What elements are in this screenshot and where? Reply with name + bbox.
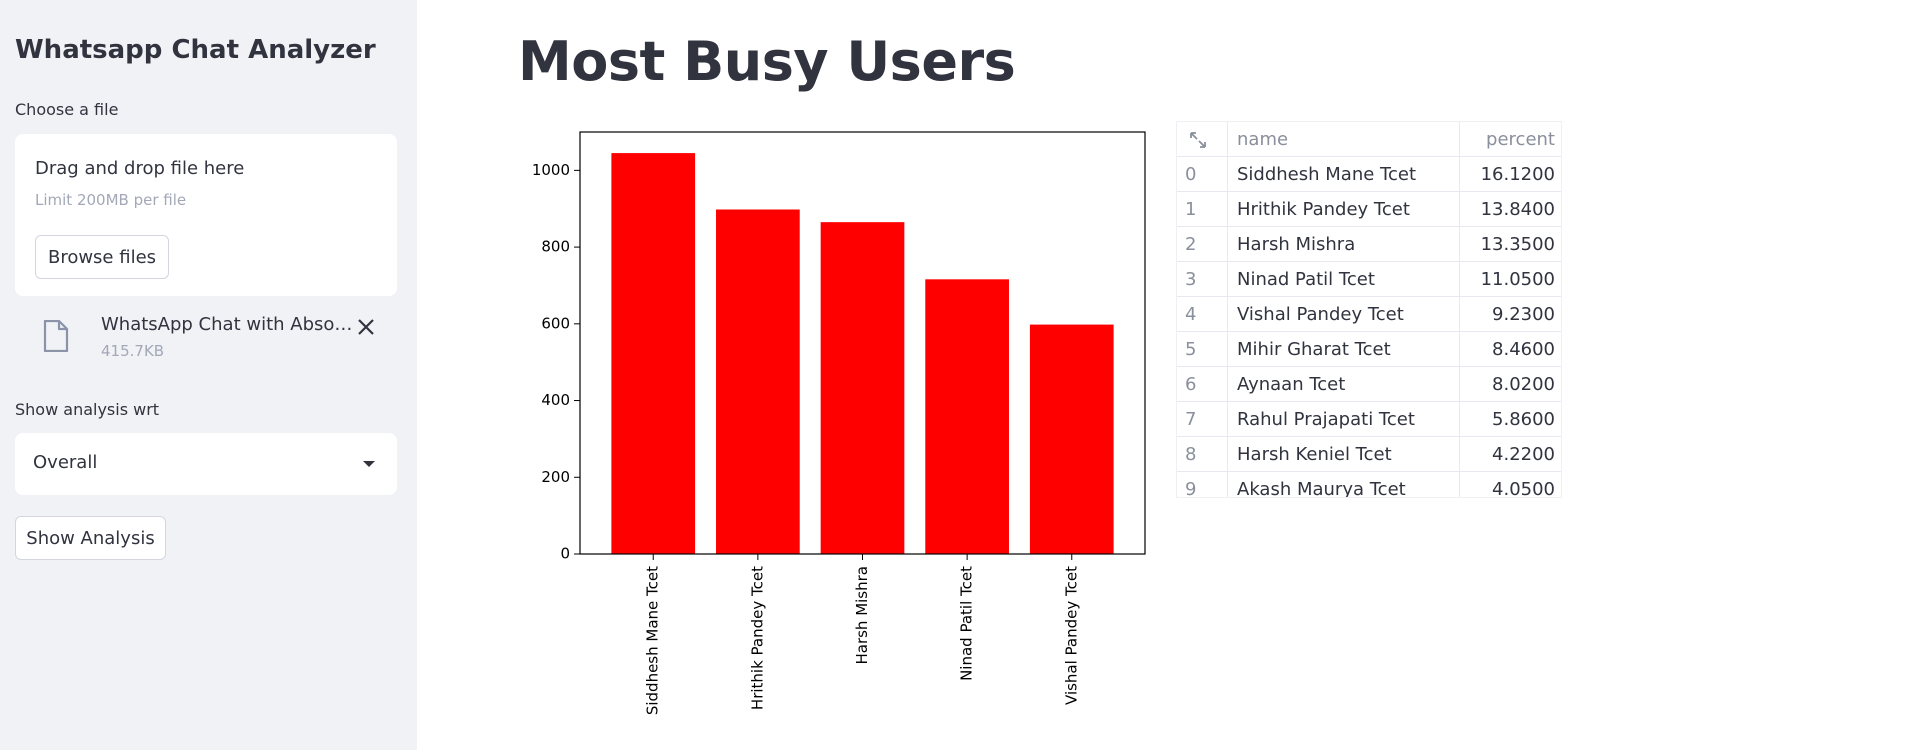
table-cell-percent: 4.0500 bbox=[1492, 479, 1555, 498]
table-header-percent[interactable]: percent bbox=[1486, 129, 1555, 150]
table-row[interactable]: 7 Rahul Prajapati Tcet 5.8600 bbox=[1177, 402, 1561, 437]
x-tick-label: Siddhesh Mane Tcet bbox=[644, 566, 662, 715]
y-tick-label: 1000 bbox=[532, 161, 570, 179]
table-cell-index: 1 bbox=[1177, 192, 1228, 227]
sidebar: Whatsapp Chat Analyzer Choose a file Dra… bbox=[0, 0, 417, 750]
expand-icon[interactable] bbox=[1189, 131, 1207, 149]
dropzone-limit: Limit 200MB per file bbox=[35, 191, 187, 209]
x-tick-label: Harsh Mishra bbox=[853, 566, 871, 665]
chart-bar bbox=[611, 153, 696, 554]
table-cell-index: 6 bbox=[1177, 367, 1228, 402]
table-cell-name: Vishal Pandey Tcet bbox=[1228, 297, 1460, 332]
table-cell-percent: 13.3500 bbox=[1480, 234, 1555, 255]
table-row[interactable]: 4 Vishal Pandey Tcet 9.2300 bbox=[1177, 297, 1561, 332]
table-cell-percent: 8.4600 bbox=[1492, 339, 1555, 360]
table-header-index bbox=[1177, 122, 1228, 157]
busy-users-bar-chart: 0 200 400 600 800 1000 Siddhesh Mane Tcet Hrit… bbox=[532, 131, 1146, 715]
table-row[interactable]: 1 Hrithik Pandey Tcet 13.8400 bbox=[1177, 192, 1561, 227]
table-cell-percent: 11.0500 bbox=[1480, 269, 1555, 290]
user-select-value: Overall bbox=[33, 452, 98, 473]
table-cell-name: Akash Maurya Tcet bbox=[1228, 472, 1460, 497]
y-tick-label: 200 bbox=[541, 468, 570, 486]
chart-frame bbox=[579, 131, 1146, 555]
x-tick-label: Vishal Pandey Tcet bbox=[1062, 566, 1080, 705]
table-row[interactable]: 8 Harsh Keniel Tcet 4.2200 bbox=[1177, 437, 1561, 472]
table-cell-index: 3 bbox=[1177, 262, 1228, 297]
table-cell-name: Rahul Prajapati Tcet bbox=[1228, 402, 1460, 437]
file-icon bbox=[43, 320, 69, 352]
table-cell-index: 7 bbox=[1177, 402, 1228, 437]
uploaded-file-size: 415.7KB bbox=[101, 342, 165, 360]
sidebar-title: Whatsapp Chat Analyzer bbox=[15, 35, 376, 65]
users-table[interactable]: name percent 0 Siddhesh Mane Tcet 16.1200 1… bbox=[1176, 121, 1562, 498]
table-header-name[interactable]: name bbox=[1228, 122, 1460, 157]
table-cell-percent: 8.0200 bbox=[1492, 374, 1555, 395]
uploaded-file: WhatsApp Chat with Absolute Tcet.txt 415… bbox=[15, 308, 397, 364]
table-cell-name: Siddhesh Mane Tcet bbox=[1228, 157, 1460, 192]
table-row[interactable]: 5 Mihir Gharat Tcet 8.4600 bbox=[1177, 332, 1561, 367]
chart-bar bbox=[1029, 324, 1114, 554]
table-row[interactable]: 9 Akash Maurya Tcet 4.0500 bbox=[1177, 472, 1561, 498]
user-select[interactable]: Overall bbox=[15, 433, 397, 495]
table-cell-name: Harsh Mishra bbox=[1228, 227, 1460, 262]
table-cell-index: 5 bbox=[1177, 332, 1228, 367]
y-tick-label: 0 bbox=[560, 545, 570, 563]
page-title: Most Busy Users bbox=[518, 30, 1016, 93]
chevron-down-icon bbox=[363, 461, 375, 467]
table-header: name percent bbox=[1177, 122, 1561, 157]
chart-bar bbox=[925, 279, 1009, 554]
chart-bar bbox=[716, 209, 800, 554]
dropzone-title: Drag and drop file here bbox=[35, 158, 245, 179]
browse-files-button[interactable]: Browse files bbox=[35, 235, 169, 279]
table-cell-name: Aynaan Tcet bbox=[1228, 367, 1460, 402]
y-tick-label: 400 bbox=[541, 391, 570, 409]
table-row[interactable]: 6 Aynaan Tcet 8.0200 bbox=[1177, 367, 1561, 402]
file-uploader-label: Choose a file bbox=[15, 100, 119, 119]
table-cell-percent: 16.1200 bbox=[1480, 164, 1555, 185]
table-cell-name: Mihir Gharat Tcet bbox=[1228, 332, 1460, 367]
table-cell-name: Hrithik Pandey Tcet bbox=[1228, 192, 1460, 227]
table-cell-name: Ninad Patil Tcet bbox=[1228, 262, 1460, 297]
chart-bar bbox=[820, 222, 905, 554]
table-cell-percent: 13.8400 bbox=[1480, 199, 1555, 220]
table-cell-percent: 9.2300 bbox=[1492, 304, 1555, 325]
table-cell-name: Harsh Keniel Tcet bbox=[1228, 437, 1460, 472]
show-analysis-button[interactable]: Show Analysis bbox=[15, 516, 166, 560]
table-row[interactable]: 2 Harsh Mishra 13.3500 bbox=[1177, 227, 1561, 262]
x-tick-label: Hrithik Pandey Tcet bbox=[748, 566, 766, 710]
table-cell-index: 9 bbox=[1177, 472, 1228, 497]
x-tick-label: Ninad Patil Tcet bbox=[958, 566, 976, 681]
table-row[interactable]: 0 Siddhesh Mane Tcet 16.1200 bbox=[1177, 157, 1561, 192]
uploaded-file-name: WhatsApp Chat with Absolute Tcet.txt bbox=[101, 314, 356, 335]
table-cell-index: 4 bbox=[1177, 297, 1228, 332]
table-cell-percent: 4.2200 bbox=[1492, 444, 1555, 465]
file-dropzone[interactable]: Drag and drop file here Limit 200MB per … bbox=[15, 134, 397, 296]
close-icon[interactable] bbox=[353, 314, 379, 340]
y-tick-label: 800 bbox=[541, 238, 570, 256]
table-row[interactable]: 3 Ninad Patil Tcet 11.0500 bbox=[1177, 262, 1561, 297]
analysis-select-label: Show analysis wrt bbox=[15, 400, 160, 419]
y-tick-label: 600 bbox=[541, 314, 570, 332]
table-cell-index: 8 bbox=[1177, 437, 1228, 472]
table-cell-index: 0 bbox=[1177, 157, 1228, 192]
table-cell-percent: 5.8600 bbox=[1492, 409, 1555, 430]
table-cell-index: 2 bbox=[1177, 227, 1228, 262]
